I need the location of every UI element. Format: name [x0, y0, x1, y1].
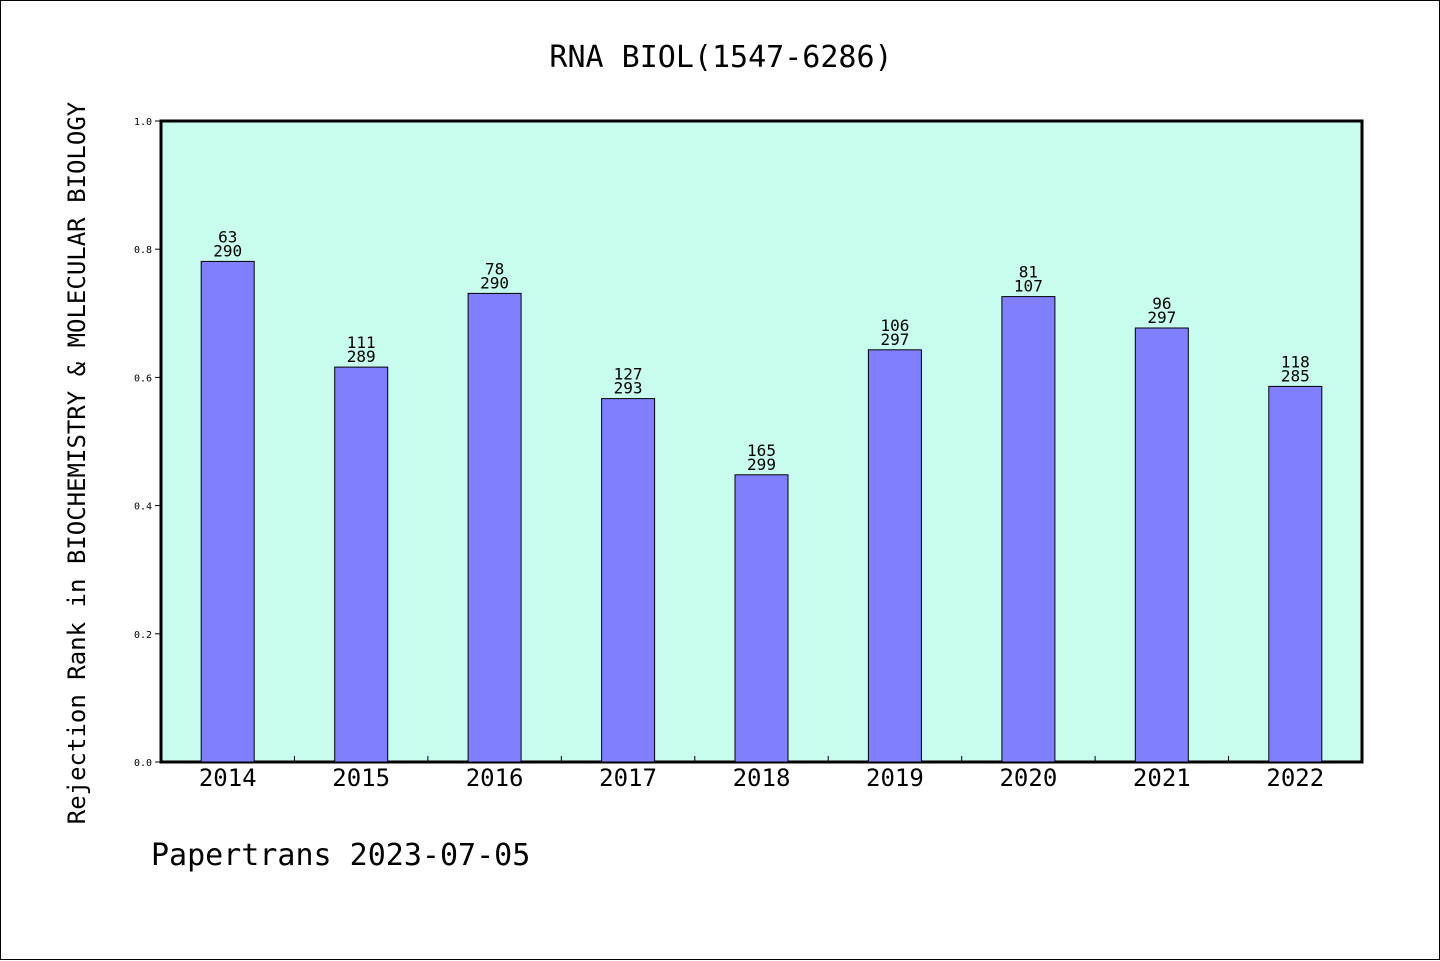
data-label-top: 81	[1019, 263, 1038, 282]
data-label-bottom: 297	[1147, 308, 1176, 327]
data-label-top: 127	[614, 365, 643, 384]
data-label-bottom: 290	[480, 273, 509, 292]
y-tick-label: 0.4	[134, 502, 152, 513]
bar-2021	[1134, 327, 1189, 763]
data-label-bottom: 293	[614, 379, 643, 398]
data-label-bottom: 289	[347, 347, 376, 366]
axes-group: 2014 2015 2016 2017 2018 2019 2020 2021 2022 0.0 0…	[134, 117, 1324, 792]
data-label-bottom: 299	[747, 455, 776, 474]
bar-2015	[334, 366, 389, 763]
data-label-top: 165	[747, 441, 776, 460]
data-label-bottom: 290	[213, 241, 242, 260]
x-tick-label: 2015	[332, 764, 390, 792]
data-label-top: 106	[880, 316, 909, 335]
x-tick-label: 2017	[599, 764, 657, 792]
data-label-top: 111	[347, 333, 376, 352]
y-tick-label: 0.6	[134, 373, 152, 384]
y-tick-label: 0.2	[134, 630, 152, 641]
x-tick-label: 2016	[466, 764, 524, 792]
bar-2018	[734, 474, 789, 763]
data-label-top: 96	[1152, 294, 1171, 313]
data-label-top: 118	[1281, 352, 1310, 371]
data-label-top: 63	[218, 227, 237, 246]
x-tick-label: 2021	[1133, 764, 1191, 792]
bar-2022	[1268, 385, 1323, 763]
data-label-top: 78	[485, 259, 504, 278]
x-tick-label: 2014	[199, 764, 257, 792]
x-tick-label: 2018	[733, 764, 791, 792]
bar-2017	[601, 398, 656, 763]
bar-2020	[1001, 296, 1056, 763]
y-axis-label: Rejection Rank in BIOCHEMISTRY & MOLECUL…	[63, 101, 91, 824]
data-label-bottom: 107	[1014, 277, 1043, 296]
bar-2019	[867, 349, 922, 763]
chart-title: RNA BIOL(1547-6286)	[549, 40, 892, 75]
y-tick-label: 0.0	[134, 758, 152, 769]
data-label-bottom: 285	[1281, 366, 1310, 385]
data-label-bottom: 297	[880, 330, 909, 349]
y-tick-label: 0.8	[134, 245, 152, 256]
x-tick-label: 2019	[866, 764, 924, 792]
y-tick-label: 1.0	[134, 117, 152, 128]
bars-group: 6329011128978290127293165299106297811079…	[200, 227, 1323, 763]
credit-text: Papertrans 2023-07-05	[151, 838, 530, 873]
x-tick-label: 2020	[999, 764, 1057, 792]
x-tick-label: 2022	[1266, 764, 1324, 792]
bar-2016	[467, 292, 522, 763]
bar-2014	[200, 260, 255, 763]
